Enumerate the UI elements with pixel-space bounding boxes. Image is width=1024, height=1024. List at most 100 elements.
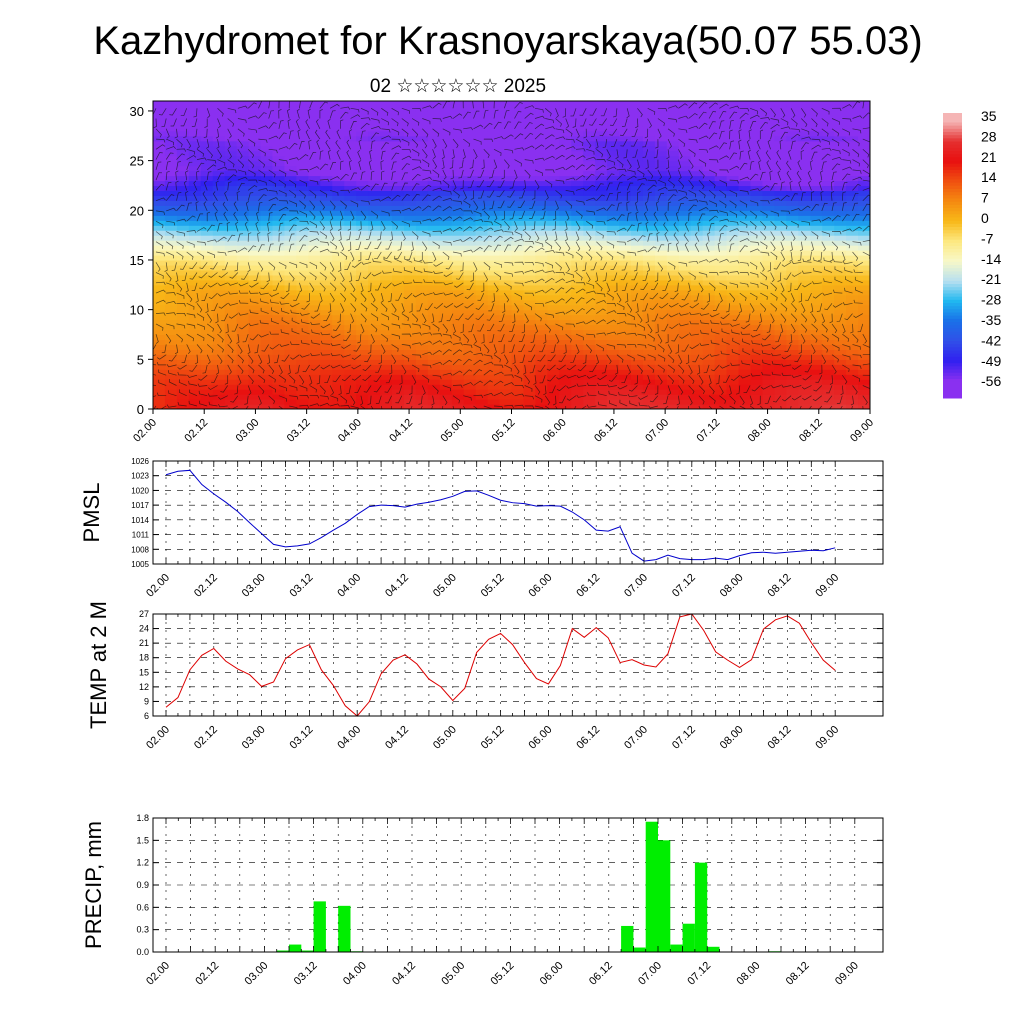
wind-barb <box>360 210 367 220</box>
heatmap-cell <box>559 215 572 221</box>
heatmap-cell <box>224 175 238 182</box>
heatmap-cell <box>810 274 823 281</box>
heatmap-cell <box>320 135 333 142</box>
heatmap-cell <box>296 299 309 306</box>
heatmap-cell <box>188 185 202 192</box>
wind-barb <box>299 179 307 187</box>
heatmap-cell <box>702 289 716 296</box>
wind-barb <box>543 385 547 396</box>
wind-barb <box>247 374 254 385</box>
heatmap-cell <box>547 264 560 271</box>
heatmap-cell <box>463 359 477 365</box>
heatmap-cell <box>415 185 429 192</box>
heatmap-cell <box>403 329 417 336</box>
heatmap-cell <box>631 235 644 241</box>
heatmap-cell <box>499 369 513 375</box>
heatmap-cell <box>858 344 870 350</box>
heatmap-cell <box>272 245 286 251</box>
wind-barb <box>380 170 385 181</box>
wind-barb <box>380 150 386 160</box>
wind-barb <box>299 272 306 281</box>
heatmap-cell <box>738 369 752 375</box>
heatmap-cell <box>260 115 274 122</box>
wind-barb <box>465 313 474 320</box>
heatmap-cell <box>344 359 357 365</box>
wind-barb <box>227 174 237 181</box>
wind-barb <box>576 383 587 387</box>
heatmap-cell <box>619 324 632 331</box>
heatmap-cell <box>726 314 740 321</box>
heatmap-cell <box>559 120 572 127</box>
wind-barb <box>452 358 462 366</box>
wind-barb <box>191 282 198 292</box>
heatmap-cell <box>368 329 381 336</box>
heatmap-cell <box>834 294 847 301</box>
heatmap-cell <box>619 101 632 107</box>
heatmap-cell <box>463 150 477 157</box>
wind-barb <box>186 161 193 171</box>
heatmap-cell <box>762 170 775 177</box>
heatmap-cell <box>463 309 477 316</box>
heatmap-cell <box>284 160 297 167</box>
wind-barb <box>422 205 432 212</box>
heatmap-cell <box>499 245 513 251</box>
wind-barb <box>534 289 545 294</box>
heatmap-cell <box>224 160 238 167</box>
heatmap-cell <box>810 374 823 380</box>
wind-barb <box>347 241 352 252</box>
heatmap-cell <box>750 245 764 251</box>
wind-barb <box>575 148 586 152</box>
wind-barb <box>422 169 432 174</box>
heatmap-cell <box>248 404 262 409</box>
heatmap-cell <box>320 384 333 390</box>
heatmap-cell <box>595 309 608 316</box>
heatmap-cell <box>451 269 465 276</box>
heatmap-cell <box>224 125 238 132</box>
heatmap-cell <box>439 165 453 172</box>
heatmap-cell <box>774 289 787 296</box>
wind-barb <box>514 282 524 287</box>
heatmap-cell <box>284 170 297 177</box>
heatmap-cell <box>296 185 309 192</box>
heatmap-cell <box>188 200 202 206</box>
heatmap-cell <box>427 364 441 370</box>
heatmap-cell <box>798 339 811 346</box>
heatmap-cell <box>619 269 632 276</box>
heatmap-cell <box>308 230 321 236</box>
wind-barb <box>504 159 510 169</box>
heatmap-cell <box>678 284 692 291</box>
heatmap-cell <box>631 105 644 112</box>
wind-barb <box>576 394 587 398</box>
heatmap-cell <box>308 155 321 162</box>
heatmap-cell <box>153 245 166 251</box>
heatmap-cell <box>176 259 190 266</box>
heatmap-cell <box>236 195 250 201</box>
heatmap-cell <box>284 140 297 147</box>
wind-barb <box>324 375 331 384</box>
heatmap-cell <box>224 324 238 331</box>
heatmap-cell <box>690 279 704 286</box>
heatmap-cell <box>308 404 321 409</box>
wind-barb <box>166 301 176 305</box>
wind-barb <box>278 109 282 119</box>
wind-barb <box>498 313 505 322</box>
heatmap-cell <box>332 230 345 236</box>
heatmap-cell <box>176 304 190 311</box>
heatmap-cell <box>678 269 692 276</box>
wind-barb <box>311 329 320 335</box>
heatmap-cell <box>272 190 286 196</box>
wind-barb <box>227 364 232 375</box>
wind-barb <box>186 215 196 222</box>
heatmap-cell <box>738 170 752 177</box>
wind-barb <box>237 354 244 364</box>
heatmap-cell <box>499 180 513 187</box>
wind-barb <box>441 149 445 160</box>
wind-barb <box>370 405 374 409</box>
wind-barb <box>269 299 279 304</box>
wind-barb <box>433 303 444 309</box>
heatmap-cell <box>427 155 441 162</box>
heatmap-cell <box>846 130 859 137</box>
heatmap-cell <box>427 319 441 326</box>
heatmap-cell <box>308 354 321 360</box>
heatmap-cell <box>427 354 441 360</box>
